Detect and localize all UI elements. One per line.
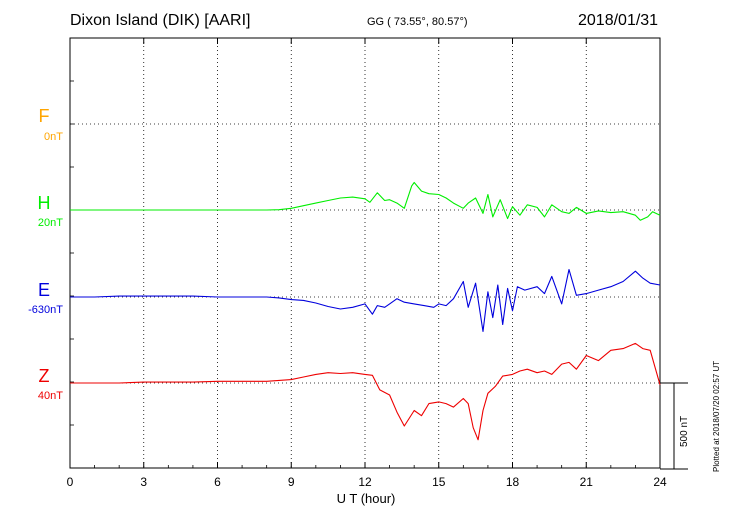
series-name-E: E bbox=[38, 280, 50, 300]
series-baseline-H: 20nT bbox=[38, 217, 63, 229]
scale-bar-label: 500 nT bbox=[679, 415, 690, 447]
series-name-F: F bbox=[39, 106, 50, 126]
x-axis-label: U T (hour) bbox=[337, 491, 396, 506]
series-line-E bbox=[70, 268, 661, 332]
x-tick-label-6: 6 bbox=[214, 475, 221, 489]
scale-bar bbox=[660, 382, 688, 470]
x-tick-label-18: 18 bbox=[506, 475, 520, 489]
series-line-Z bbox=[70, 342, 661, 441]
grid bbox=[70, 38, 660, 468]
plotted-timestamp: Plotted at 2018/07/20 02:57 UT bbox=[712, 360, 721, 472]
series-baseline-F: 0nT bbox=[44, 131, 63, 143]
date-label: 2018/01/31 bbox=[578, 12, 659, 29]
series-baseline-Z: 40nT bbox=[38, 390, 63, 402]
x-tick-label-21: 21 bbox=[580, 475, 594, 489]
series-labels: F 0nT H 20nT E -630nT Z 40nT bbox=[28, 106, 63, 402]
series-line-H bbox=[70, 181, 661, 221]
coordinates-label: GG ( 73.55°, 80.57°) bbox=[367, 16, 468, 28]
series-lines bbox=[70, 181, 661, 441]
series-baseline-E: -630nT bbox=[28, 304, 63, 316]
series-name-Z: Z bbox=[39, 366, 50, 386]
station-title: Dixon Island (DIK) [AARI] bbox=[70, 12, 251, 29]
x-tick-label-15: 15 bbox=[432, 475, 446, 489]
series-name-H: H bbox=[38, 193, 51, 213]
x-tick-label-12: 12 bbox=[358, 475, 372, 489]
x-ticks: 0 3 6 9 12 15 18 21 24 bbox=[67, 38, 667, 489]
x-tick-label-9: 9 bbox=[288, 475, 295, 489]
x-tick-label-3: 3 bbox=[140, 475, 147, 489]
x-tick-label-24: 24 bbox=[653, 475, 667, 489]
x-tick-label-0: 0 bbox=[67, 475, 74, 489]
